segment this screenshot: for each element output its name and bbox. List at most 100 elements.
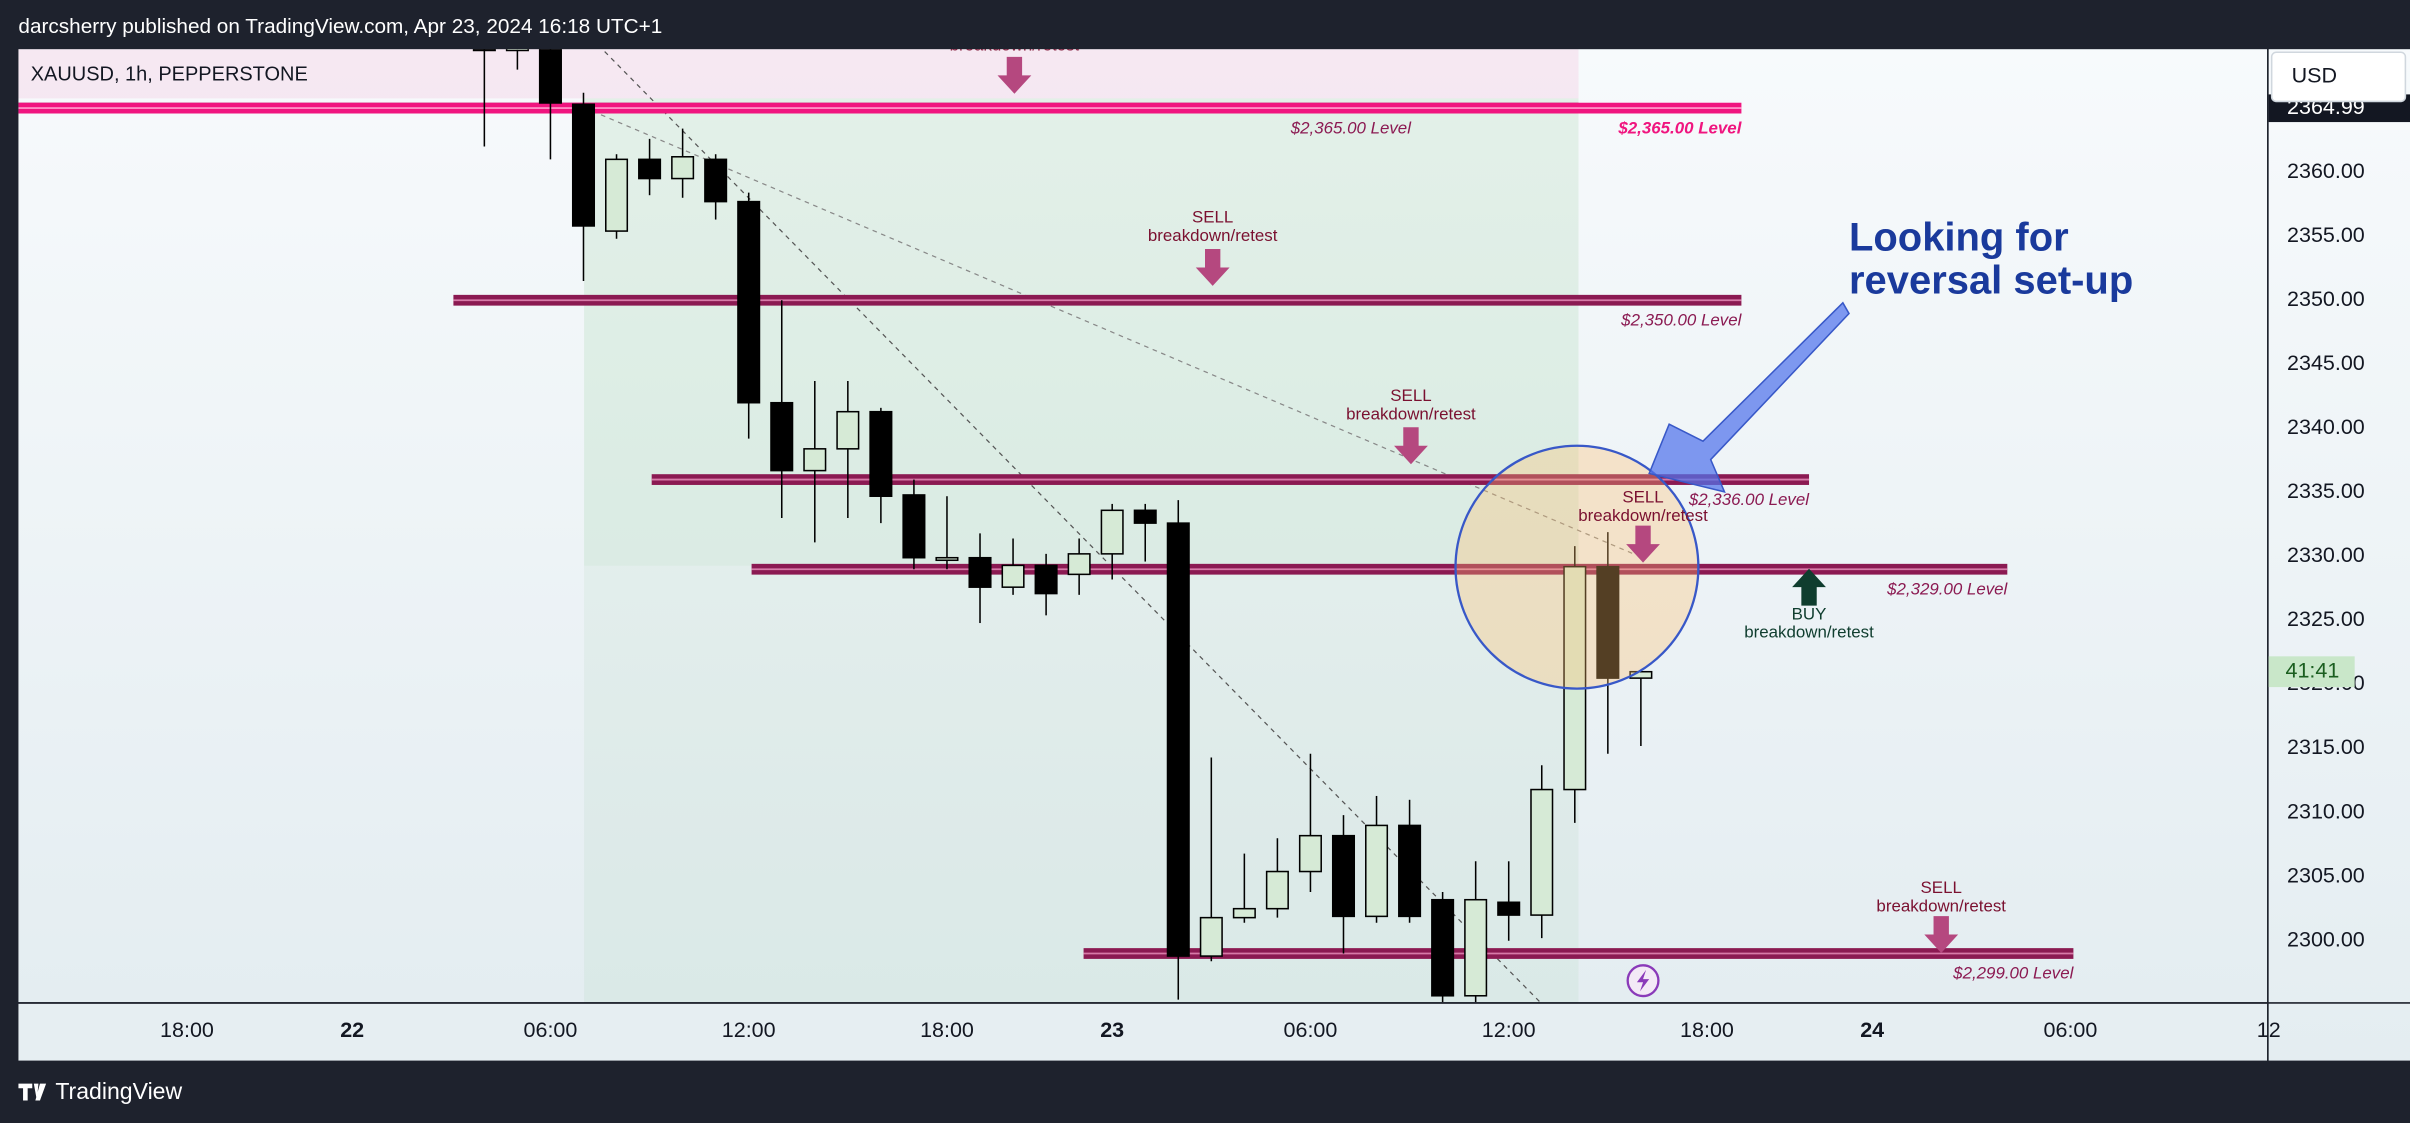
y-tick-label: 2340.00 <box>2287 415 2365 439</box>
candle-body <box>1365 824 1389 918</box>
signal-label: BUY <box>1792 604 1827 623</box>
logo <box>18 1083 47 1101</box>
signal-arrow <box>997 56 1032 94</box>
levels: $2,365.00 Level $2,365.00 Level $2,350.00 … <box>18 102 2075 983</box>
candle-body <box>671 156 695 180</box>
candle-body <box>538 49 562 104</box>
y-tick-label: 2305.00 <box>2287 863 2365 887</box>
candle-body <box>1464 898 1488 997</box>
y-tick-label: 2330.00 <box>2287 543 2365 567</box>
candle-body <box>1497 901 1521 916</box>
callout-arrow <box>1648 301 1850 493</box>
level-label: $2,350.00 Level <box>1620 310 1742 329</box>
level-label: $2,365.00 Level <box>1617 118 1741 137</box>
signal-text: breakdown/retest <box>1148 226 1278 245</box>
candle-body <box>803 448 827 472</box>
signal-label: SELL <box>1390 386 1431 405</box>
candle-body <box>770 401 794 472</box>
x-tick-label: 18:00 <box>1680 1018 1734 1042</box>
candle-body <box>1265 870 1289 910</box>
signal-text: breakdown/retest <box>1744 623 1874 642</box>
signal-text: breakdown/retest <box>950 36 1080 55</box>
price-axis <box>2268 49 2410 1061</box>
y-tick-label: 2325.00 <box>2287 607 2365 631</box>
zone <box>584 98 1579 566</box>
candle-body <box>605 158 629 232</box>
candle-body <box>1133 509 1157 524</box>
candle-body <box>1398 824 1422 918</box>
candle-body <box>836 410 860 450</box>
candle-body <box>902 494 926 559</box>
y-tick-label: 2315.00 <box>2287 735 2365 759</box>
candle-body <box>1001 564 1025 588</box>
candle-body <box>1431 898 1455 997</box>
candle-body <box>968 556 992 588</box>
candle-body <box>1298 834 1322 873</box>
candle-body <box>1232 907 1256 919</box>
candle-body <box>1034 564 1058 595</box>
candle-body <box>1100 509 1124 555</box>
y-tick-label: 2355.00 <box>2287 223 2365 247</box>
publish-info: darcsherry published on TradingView.com,… <box>18 15 662 38</box>
candle-body <box>1199 916 1223 957</box>
y-tick-label: 2360.00 <box>2287 159 2365 183</box>
zone <box>584 565 1579 1003</box>
candle-body <box>704 158 728 203</box>
y-tick-label: 2310.00 <box>2287 799 2365 823</box>
highlight-circle <box>1454 444 1700 690</box>
candle-body <box>1563 565 1587 791</box>
countdown-tag <box>2268 656 2355 688</box>
callout-text: reversal set-up <box>1849 258 2133 302</box>
candle-body <box>472 49 496 52</box>
symbol-info: XAUUSD, 1h, PEPPERSTONE <box>31 64 308 86</box>
currency-button[interactable] <box>2270 51 2407 103</box>
signal-text: breakdown/retest <box>1876 896 2006 915</box>
candle-body <box>638 158 662 180</box>
signal-arrow <box>1924 916 1959 953</box>
x-tick-label: 12:00 <box>722 1018 776 1042</box>
signal-label: SELL <box>1192 208 1233 227</box>
level-label: $2,365.00 Level <box>1290 118 1412 137</box>
signal-label: SELL <box>1921 878 1962 897</box>
zone <box>18 49 1579 99</box>
candle-body <box>869 410 893 497</box>
level-label: $2,299.00 Level <box>1952 964 2074 983</box>
candle-body <box>1331 834 1356 918</box>
signal-arrow <box>1626 525 1660 563</box>
candle-body <box>1166 522 1190 957</box>
y-tick-label: 2350.00 <box>2287 287 2365 311</box>
level-label: $2,336.00 Level <box>1688 490 1810 509</box>
signal-text: breakdown/retest <box>1346 404 1476 423</box>
candle-body <box>505 49 529 52</box>
x-tick-label: 22 <box>340 1018 364 1042</box>
candles <box>472 49 1653 1003</box>
candle-body <box>1530 788 1554 916</box>
currency[interactable]: USD <box>2292 64 2337 88</box>
signal-label: SELL <box>1622 487 1663 506</box>
y-tick-label: 2300.00 <box>2287 927 2365 951</box>
x-tick-label: 12:00 <box>1482 1018 1536 1042</box>
x-tick-label: 24 <box>1860 1018 1884 1042</box>
x-tick-label: 18:00 <box>920 1018 974 1042</box>
x-tick-label: 06:00 <box>524 1018 578 1042</box>
plot-area <box>18 49 2268 1003</box>
callout-text: Looking for <box>1849 215 2069 259</box>
countdown: 41:41 <box>2286 658 2340 682</box>
candle-body <box>571 103 596 227</box>
x-tick-label: 18:00 <box>160 1018 214 1042</box>
x-tick-label: 06:00 <box>1284 1018 1338 1042</box>
x-tick-label: 23 <box>1100 1018 1124 1042</box>
candle-body <box>935 556 959 562</box>
candle-body <box>1067 553 1091 576</box>
level-label: $2,329.00 Level <box>1886 579 2008 598</box>
x-tick-label: 12 <box>2257 1018 2281 1042</box>
time-axis <box>18 1003 2268 1061</box>
event-icon <box>1636 969 1650 992</box>
y-tick-label: 2345.00 <box>2287 351 2365 375</box>
signal-text: breakdown/retest <box>1578 506 1708 525</box>
brand: TradingView <box>55 1078 182 1104</box>
x-tick-label: 06:00 <box>2044 1018 2098 1042</box>
candle-body <box>737 200 761 404</box>
